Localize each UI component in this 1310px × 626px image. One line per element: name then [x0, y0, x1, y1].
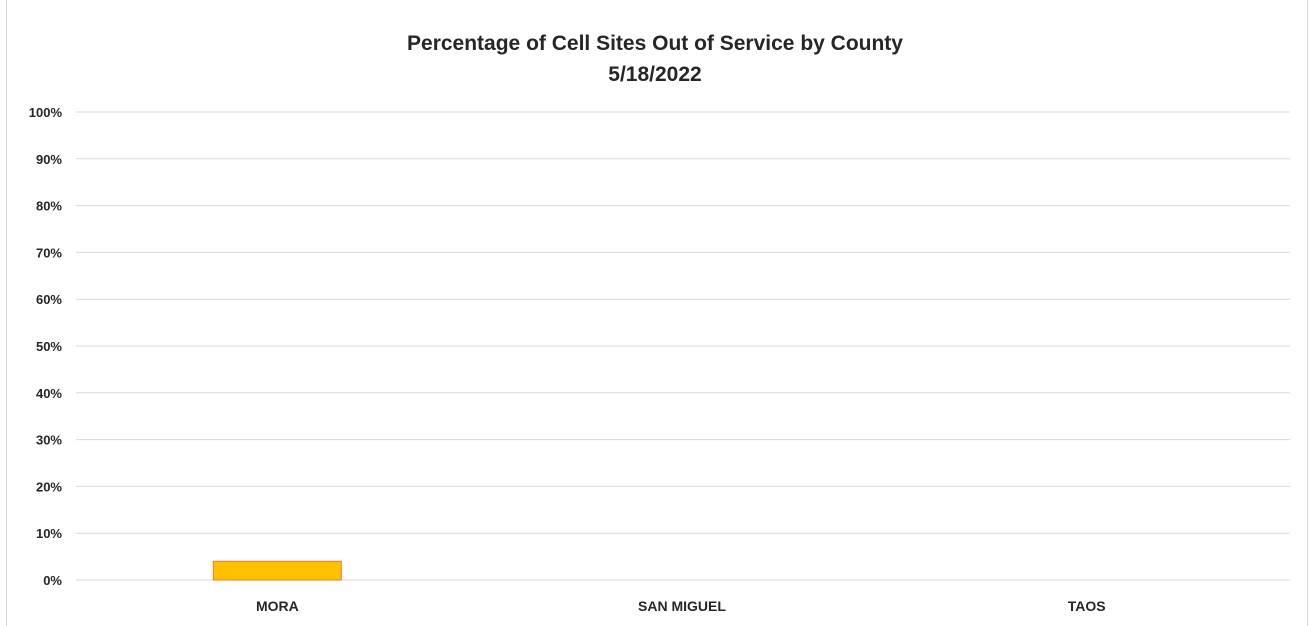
y-tick-label: 80% — [36, 199, 62, 214]
bar-mora — [212, 560, 342, 581]
x-axis-category-labels: MORA SAN MIGUEL TAOS — [256, 598, 1106, 614]
x-category-label: TAOS — [1068, 598, 1106, 614]
y-tick-label: 40% — [36, 386, 62, 401]
x-category-label: MORA — [256, 598, 299, 614]
chart-title: Percentage of Cell Sites Out of Service … — [0, 28, 1310, 90]
y-tick-label: 0% — [43, 573, 62, 588]
y-tick-label: 50% — [36, 339, 62, 354]
bars — [212, 560, 342, 581]
y-tick-label: 100% — [29, 105, 63, 120]
x-category-label: SAN MIGUEL — [638, 598, 726, 614]
chart-frame — [6, 0, 1308, 626]
y-tick-label: 60% — [36, 292, 62, 307]
y-tick-label: 70% — [36, 245, 62, 260]
gridlines — [76, 111, 1290, 581]
chart-subtitle: 5/18/2022 — [608, 63, 702, 86]
y-tick-label: 20% — [36, 479, 62, 494]
y-tick-label: 30% — [36, 433, 62, 448]
y-axis-tick-labels: 0% 10% 20% 30% 40% 50% 60% 70% 80% 90% 100% — [29, 105, 63, 588]
y-tick-label: 90% — [36, 152, 62, 167]
chart-title-line: Percentage of Cell Sites Out of Service … — [407, 32, 903, 55]
y-tick-label: 10% — [36, 526, 62, 541]
